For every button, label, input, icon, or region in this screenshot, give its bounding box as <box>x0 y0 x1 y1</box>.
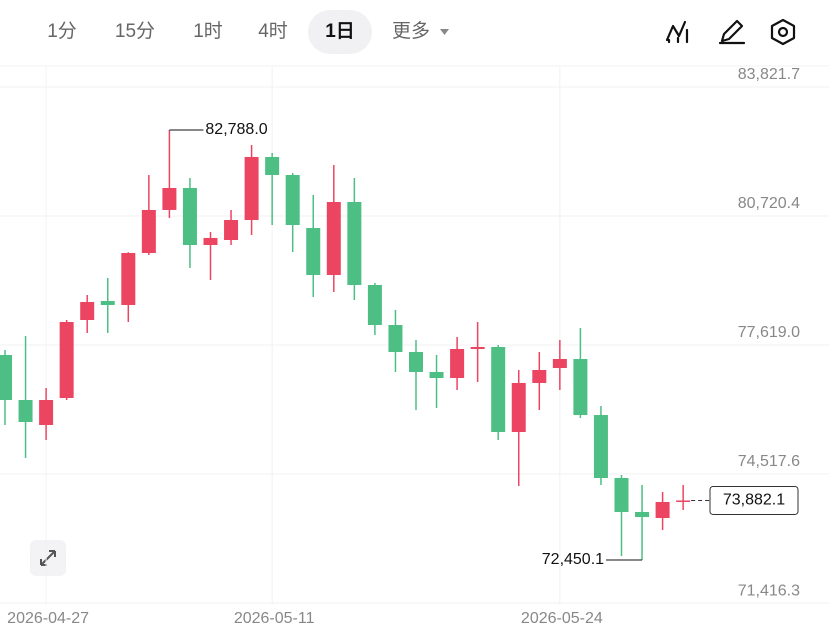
candle-body <box>409 351 423 373</box>
candle-body <box>635 511 650 518</box>
candle-body <box>244 156 259 220</box>
y-tick-label: 77,619.0 <box>738 324 800 341</box>
candle-body <box>224 220 239 241</box>
low-label: 72,450.1 <box>542 551 604 568</box>
candle-body <box>573 358 588 416</box>
candle-body <box>367 284 382 325</box>
candle-body <box>347 201 362 285</box>
last-price-label: 73,882.1 <box>723 492 785 509</box>
candle-body <box>491 347 506 432</box>
candle-body <box>614 477 629 512</box>
candle-body <box>593 415 608 478</box>
candle-body <box>162 188 177 210</box>
y-tick-label: 83,821.7 <box>738 66 800 83</box>
candle-body <box>100 300 115 305</box>
candle-body <box>80 301 95 321</box>
candle-body <box>18 399 33 423</box>
more-caret <box>440 29 449 35</box>
candle-body <box>326 201 341 275</box>
y-tick-label: 74,517.6 <box>738 453 800 470</box>
candle-body <box>39 399 54 426</box>
settings-icon[interactable] <box>770 18 796 46</box>
indicator-icon[interactable] <box>665 20 689 44</box>
candle-body <box>265 156 280 175</box>
tab[interactable]: 15分 <box>115 20 155 42</box>
tab-selected[interactable]: 1日 <box>325 21 355 42</box>
tab[interactable]: 1分 <box>47 20 77 42</box>
last-price-box <box>709 485 799 515</box>
candle-body <box>141 209 156 253</box>
candle-body <box>655 502 670 519</box>
candle-body <box>450 348 465 378</box>
more-menu[interactable]: 更多 <box>392 20 430 42</box>
x-tick-label: 2026-05-11 <box>234 610 315 627</box>
candle-body <box>388 324 403 352</box>
candle-body <box>182 188 197 246</box>
candle-body <box>306 227 321 275</box>
high-label: 82,788.0 <box>205 121 267 138</box>
candle-body <box>532 370 547 383</box>
tab[interactable]: 4时 <box>258 20 288 42</box>
x-tick-label: 2026-05-24 <box>521 610 603 627</box>
candle-body <box>470 347 485 349</box>
y-tick-label: 80,720.4 <box>738 195 800 212</box>
tab[interactable]: 1时 <box>193 20 223 42</box>
candle-body <box>429 372 444 378</box>
candle-body <box>676 500 691 502</box>
expand-icon <box>40 550 56 566</box>
candle-body <box>285 174 300 225</box>
candle-body <box>203 237 218 246</box>
candle-body <box>121 252 136 305</box>
selected-tab-bg <box>308 10 372 54</box>
y-tick-label: 71,416.3 <box>738 582 800 599</box>
draw-icon[interactable] <box>718 19 746 45</box>
settings-icon-center <box>777 26 789 38</box>
candle-body <box>0 354 12 400</box>
candle-body <box>511 382 526 432</box>
candle-body <box>552 358 567 369</box>
candle-body <box>59 322 74 399</box>
x-tick-label: 2026-04-27 <box>7 610 89 627</box>
